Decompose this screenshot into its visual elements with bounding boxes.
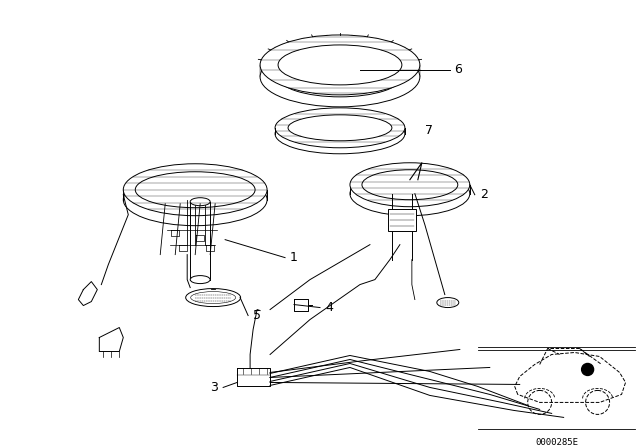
Ellipse shape [288,115,392,141]
Text: 0000285E: 0000285E [535,438,578,447]
Ellipse shape [124,174,267,226]
Text: 3: 3 [211,381,218,394]
Ellipse shape [275,114,405,154]
Ellipse shape [190,198,210,206]
Ellipse shape [124,164,267,215]
Ellipse shape [437,297,459,308]
Ellipse shape [275,108,405,148]
Ellipse shape [190,276,210,284]
Ellipse shape [278,45,402,85]
Circle shape [582,363,594,375]
Text: 1: 1 [290,251,298,264]
Text: 2: 2 [480,188,488,201]
Text: 7: 7 [425,124,433,137]
Ellipse shape [350,163,470,207]
Ellipse shape [191,292,236,304]
Ellipse shape [260,35,420,95]
Ellipse shape [186,289,241,306]
FancyBboxPatch shape [388,209,416,231]
Ellipse shape [362,170,458,200]
Ellipse shape [288,121,392,147]
Ellipse shape [278,57,402,97]
Ellipse shape [350,172,470,215]
Text: 4: 4 [325,301,333,314]
Ellipse shape [260,47,420,107]
Text: 6: 6 [454,64,461,77]
Ellipse shape [135,172,255,208]
Text: 5: 5 [253,309,261,322]
